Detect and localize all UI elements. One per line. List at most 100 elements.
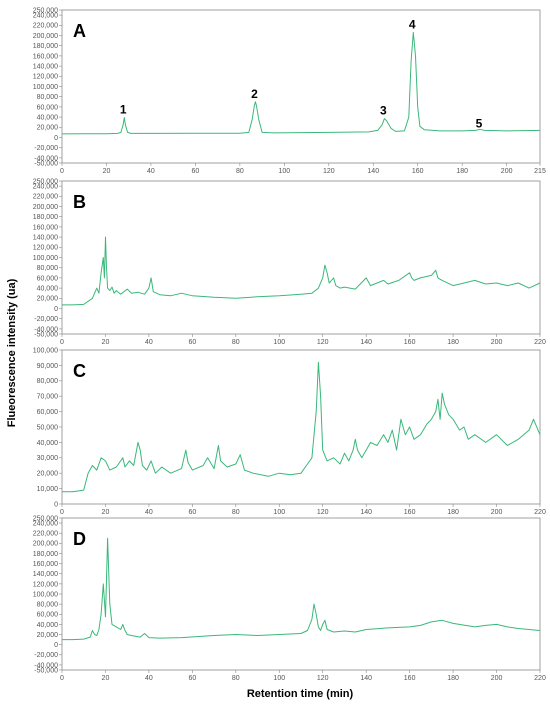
y-tick-label: 80,000 <box>37 602 59 609</box>
y-tick-label: 80,000 <box>37 265 59 272</box>
y-tick-label: 220,000 <box>33 531 58 538</box>
y-tick-label: -50,000 <box>34 160 58 167</box>
peak-label: 4 <box>409 17 416 31</box>
y-tick-label: 200,000 <box>33 204 58 211</box>
x-tick-label: 40 <box>145 339 153 346</box>
y-tick-label: 100,000 <box>33 84 58 91</box>
chromatogram-line <box>62 537 541 641</box>
x-tick-label: 160 <box>404 339 416 346</box>
y-tick-label: 60,000 <box>37 275 59 282</box>
x-tick-label: 100 <box>273 509 285 516</box>
x-tick-label: 140 <box>360 339 372 346</box>
x-tick-label: 0 <box>60 509 64 516</box>
peak-label: 1 <box>120 103 127 117</box>
y-tick-label: 240,000 <box>33 184 58 191</box>
x-tick-label: 20 <box>102 339 110 346</box>
y-tick-label: 80,000 <box>37 94 59 101</box>
x-tick-label: 40 <box>147 168 155 175</box>
peak-label: 3 <box>380 104 387 118</box>
y-tick-label: 0 <box>54 501 58 508</box>
panel-label: C <box>73 361 86 381</box>
x-tick-label: 220 <box>534 339 546 346</box>
y-tick-label: 70,000 <box>37 394 59 401</box>
x-tick-label: 180 <box>447 339 459 346</box>
x-tick-label: 120 <box>323 168 335 175</box>
panel-label: D <box>73 529 86 549</box>
y-tick-label: 140,000 <box>33 64 58 71</box>
x-tick-label: 200 <box>491 675 503 682</box>
x-tick-label: 100 <box>273 339 285 346</box>
y-tick-label: 200,000 <box>33 541 58 548</box>
y-tick-label: 80,000 <box>37 378 59 385</box>
x-tick-label: 220 <box>534 675 546 682</box>
x-tick-label: 0 <box>60 339 64 346</box>
y-tick-label: 30,000 <box>37 455 59 462</box>
panel-d: -50,000-40,000 -20,000 0 20,000 40,000 60,000… <box>33 515 546 682</box>
panel-label: B <box>73 192 86 212</box>
y-tick-label: -40,000 <box>34 326 58 333</box>
y-tick-label: 120,000 <box>33 245 58 252</box>
y-tick-label: 160,000 <box>33 561 58 568</box>
chromatogram-line <box>61 31 541 135</box>
y-tick-label: 120,000 <box>33 74 58 81</box>
y-tick-label: 250,000 <box>33 7 58 14</box>
x-tick-label: 220 <box>534 509 546 516</box>
y-tick-label: 40,000 <box>37 115 59 122</box>
x-tick-label: 20 <box>102 675 110 682</box>
x-tick-label: 140 <box>367 168 379 175</box>
y-tick-label: 180,000 <box>33 43 58 50</box>
panel-a: -50,000-40,000 -20,000 0 20,000 40,000 60,000… <box>33 7 546 175</box>
y-tick-label: 40,000 <box>37 440 59 447</box>
x-tick-label: 80 <box>236 168 244 175</box>
y-tick-label: 40,000 <box>37 286 59 293</box>
peak-label: 2 <box>251 87 258 101</box>
x-tick-label: 160 <box>404 509 416 516</box>
plot-frame <box>61 517 541 671</box>
x-tick-label: 0 <box>60 168 64 175</box>
x-tick-label: 120 <box>317 339 329 346</box>
y-tick-label: 100,000 <box>33 347 58 354</box>
plot-frame <box>61 349 541 505</box>
y-tick-label: 0 <box>54 642 58 649</box>
x-tick-label: 140 <box>360 675 372 682</box>
x-tick-label: 160 <box>412 168 424 175</box>
x-tick-label: 60 <box>188 675 196 682</box>
y-tick-label: 20,000 <box>37 296 59 303</box>
y-tick-label: 120,000 <box>33 581 58 588</box>
chromatogram-line <box>62 236 541 306</box>
y-tick-label: -40,000 <box>34 662 58 669</box>
x-tick-label: 60 <box>191 168 199 175</box>
y-tick-label: 160,000 <box>33 53 58 60</box>
x-tick-label: 160 <box>404 675 416 682</box>
y-tick-label: -20,000 <box>34 316 58 323</box>
x-tick-label: 100 <box>273 675 285 682</box>
y-tick-label: -40,000 <box>34 155 58 162</box>
y-tick-label: -50,000 <box>34 331 58 338</box>
y-tick-label: 20,000 <box>37 471 59 478</box>
y-tick-label: 100,000 <box>33 255 58 262</box>
x-tick-label: 80 <box>232 675 240 682</box>
x-tick-label: 180 <box>447 509 459 516</box>
y-tick-label: 240,000 <box>33 520 58 527</box>
y-tick-label: 220,000 <box>33 194 58 201</box>
x-tick-label: 100 <box>278 168 290 175</box>
peak-label: 5 <box>476 116 483 130</box>
x-tick-label: 20 <box>102 509 110 516</box>
y-tick-label: 50,000 <box>37 424 59 431</box>
chromatogram-line <box>62 361 541 493</box>
y-tick-label: 0 <box>54 306 58 313</box>
x-tick-label: 215 <box>534 168 546 175</box>
y-tick-label: -20,000 <box>34 145 58 152</box>
y-tick-label: 160,000 <box>33 224 58 231</box>
y-tick-label: 60,000 <box>37 104 59 111</box>
panel-label: A <box>73 21 86 41</box>
x-tick-label: 200 <box>491 339 503 346</box>
y-tick-label: 180,000 <box>33 551 58 558</box>
x-tick-label: 0 <box>60 675 64 682</box>
x-tick-label: 120 <box>317 509 329 516</box>
y-tick-label: 60,000 <box>37 409 59 416</box>
plot-frame <box>61 9 541 164</box>
panel-c: 0 10,000 20,000 30,000 40,000 50,000 60,000 70,… <box>33 347 546 516</box>
x-tick-label: 40 <box>145 675 153 682</box>
